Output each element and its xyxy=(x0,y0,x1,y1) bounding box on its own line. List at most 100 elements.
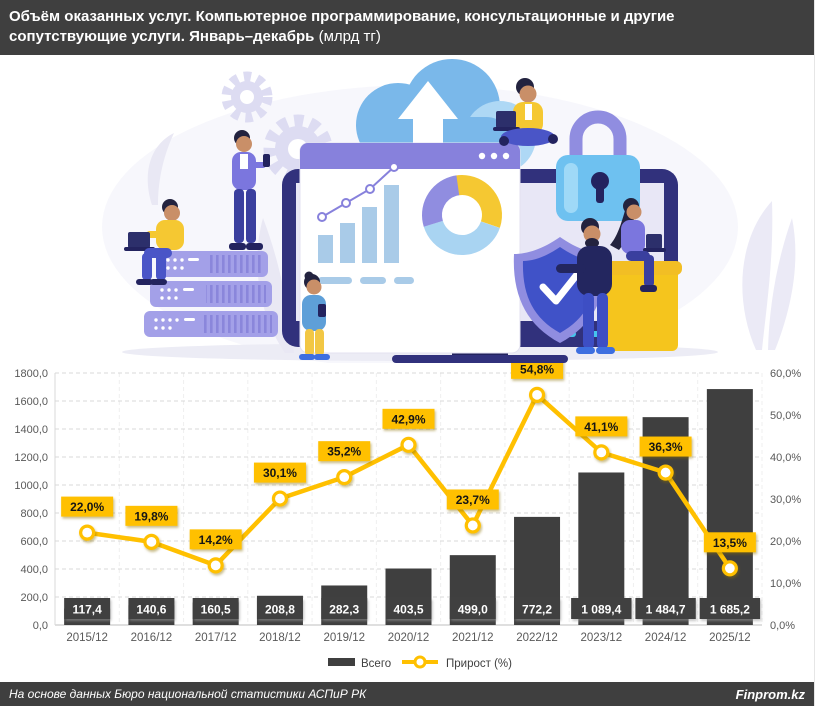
growth-marker xyxy=(143,533,160,550)
bar-value-label: 208,8 xyxy=(265,602,295,616)
bar-value-label: 282,3 xyxy=(329,602,359,616)
left-axis-tick: 1800,0 xyxy=(14,368,48,380)
person-with-shield xyxy=(556,217,615,354)
x-axis-label: 2023/12 xyxy=(581,632,623,644)
growth-label: 13,5% xyxy=(713,536,747,550)
bar-value-chip xyxy=(571,597,632,619)
bar-value-chip xyxy=(64,597,111,619)
x-axis-label: 2024/12 xyxy=(645,632,687,644)
left-axis-tick: 1400,0 xyxy=(14,424,48,436)
mini-bar-chart xyxy=(318,184,414,284)
growth-label-chip xyxy=(253,462,306,483)
right-axis-tick: 20,0% xyxy=(770,536,801,548)
chart-section: 0,0 200,0 400,0 600,0 800,0 1000,0 1200,0 1400,… xyxy=(0,362,814,682)
title-bar: Объём оказанных услуг. Компьютерное прог… xyxy=(0,0,814,55)
growth-marker xyxy=(464,517,481,534)
growth-label-chip xyxy=(703,532,756,553)
legend-label-total: Всего xyxy=(361,658,391,670)
legend-line-marker xyxy=(413,655,427,669)
growth-marker xyxy=(79,524,96,541)
bar-value-chip xyxy=(699,597,761,619)
bar-value-label: 140,6 xyxy=(136,602,166,616)
growth-label-chip xyxy=(125,505,178,526)
growth-label: 14,2% xyxy=(199,533,233,547)
x-axis-label: 2019/12 xyxy=(323,632,365,644)
growth-label: 35,2% xyxy=(327,445,361,459)
mini-line-chart xyxy=(317,161,399,222)
bar-value-label: 117,4 xyxy=(72,602,102,616)
page-title-line1: Объём оказанных услуг. Компьютерное прог… xyxy=(9,8,675,25)
growth-marker xyxy=(207,557,224,574)
bar-value-chip xyxy=(321,597,368,619)
plant-right-icon xyxy=(742,200,796,350)
left-axis-tick: 1000,0 xyxy=(14,480,48,492)
left-axis-tick: 0,0 xyxy=(33,620,48,632)
x-axis-label: 2016/12 xyxy=(131,632,173,644)
legend-label-growth: Прирост (%) xyxy=(446,658,512,670)
brand-logo: Finprom.kz xyxy=(735,686,805,702)
bar-value-label: 403,5 xyxy=(393,602,423,616)
chart-legend: Всего Прирост (%) xyxy=(328,655,512,670)
window-dots-icon xyxy=(478,152,510,160)
right-axis-tick: 30,0% xyxy=(770,494,801,506)
person-laptop-on-window xyxy=(493,77,558,146)
page-title-line2-bold: сопутствующие услуги. Январь–декабрь xyxy=(9,27,315,45)
combo-chart: 0,0 200,0 400,0 600,0 800,0 1000,0 1200,0 1400,… xyxy=(14,362,801,670)
monitor-base xyxy=(392,354,568,363)
x-axis-label: 2021/12 xyxy=(452,632,494,644)
footer-bar: На основе данных Бюро национальной стати… xyxy=(0,682,814,706)
growth-label-chip xyxy=(639,436,692,457)
growth-label-chip xyxy=(189,529,242,550)
growth-marker xyxy=(336,468,353,486)
x-axis-label: 2015/12 xyxy=(66,632,108,644)
right-axis-tick: 0,0% xyxy=(770,620,795,632)
growth-label: 54,8% xyxy=(520,363,554,376)
growth-label: 36,3% xyxy=(649,440,683,454)
bar-value-label: 499,0 xyxy=(458,602,488,616)
bar-value-chip xyxy=(256,597,303,619)
growth-label: 30,1% xyxy=(263,466,297,480)
bar-value-chip xyxy=(635,597,696,619)
left-axis-tick: 400,0 xyxy=(20,564,48,576)
donut-chart-icon xyxy=(422,174,502,255)
bar-value-chip xyxy=(385,597,432,619)
growth-marker xyxy=(593,444,610,461)
left-axis-tick: 600,0 xyxy=(20,536,48,548)
growth-label-chip xyxy=(382,408,435,429)
growth-marker xyxy=(657,464,674,481)
x-axis-label: 2025/12 xyxy=(709,632,751,644)
growth-label: 41,1% xyxy=(584,420,618,434)
growth-label-chip xyxy=(318,441,371,462)
growth-label: 19,8% xyxy=(134,509,168,523)
growth-label: 23,7% xyxy=(456,493,490,507)
left-axis-tick: 1600,0 xyxy=(14,396,48,408)
x-axis-label: 2017/12 xyxy=(195,632,237,644)
padlock-icon xyxy=(556,110,640,221)
left-axis-tick: 1200,0 xyxy=(14,452,48,464)
bar-value-label: 1 089,4 xyxy=(581,602,621,616)
right-axis-tick: 50,0% xyxy=(770,410,801,422)
browser-window xyxy=(299,142,521,354)
bar-value-chip xyxy=(192,597,239,619)
person-laptop-on-server xyxy=(124,198,184,285)
right-axis-tick: 10,0% xyxy=(770,578,801,590)
growth-label: 22,0% xyxy=(70,500,104,514)
left-axis-tick: 200,0 xyxy=(20,592,48,604)
server-rack-icon xyxy=(144,250,278,337)
x-axis-label: 2018/12 xyxy=(259,632,301,644)
legend-bar-swatch xyxy=(328,657,355,666)
right-axis-tick: 40,0% xyxy=(770,452,801,464)
growth-marker xyxy=(528,386,546,403)
left-axis-tick: 800,0 xyxy=(20,508,48,520)
person-phone-on-server xyxy=(229,129,270,250)
growth-marker xyxy=(400,436,417,453)
person-phone-standing xyxy=(299,271,330,360)
data-source-note: На основе данных Бюро национальной стати… xyxy=(9,687,367,701)
growth-label-chip xyxy=(511,362,564,379)
x-axis-label: 2020/12 xyxy=(388,632,430,644)
bar-value-chip xyxy=(128,597,175,619)
bar-value-chip xyxy=(514,597,561,619)
growth-marker xyxy=(721,560,738,577)
growth-marker xyxy=(271,490,289,507)
